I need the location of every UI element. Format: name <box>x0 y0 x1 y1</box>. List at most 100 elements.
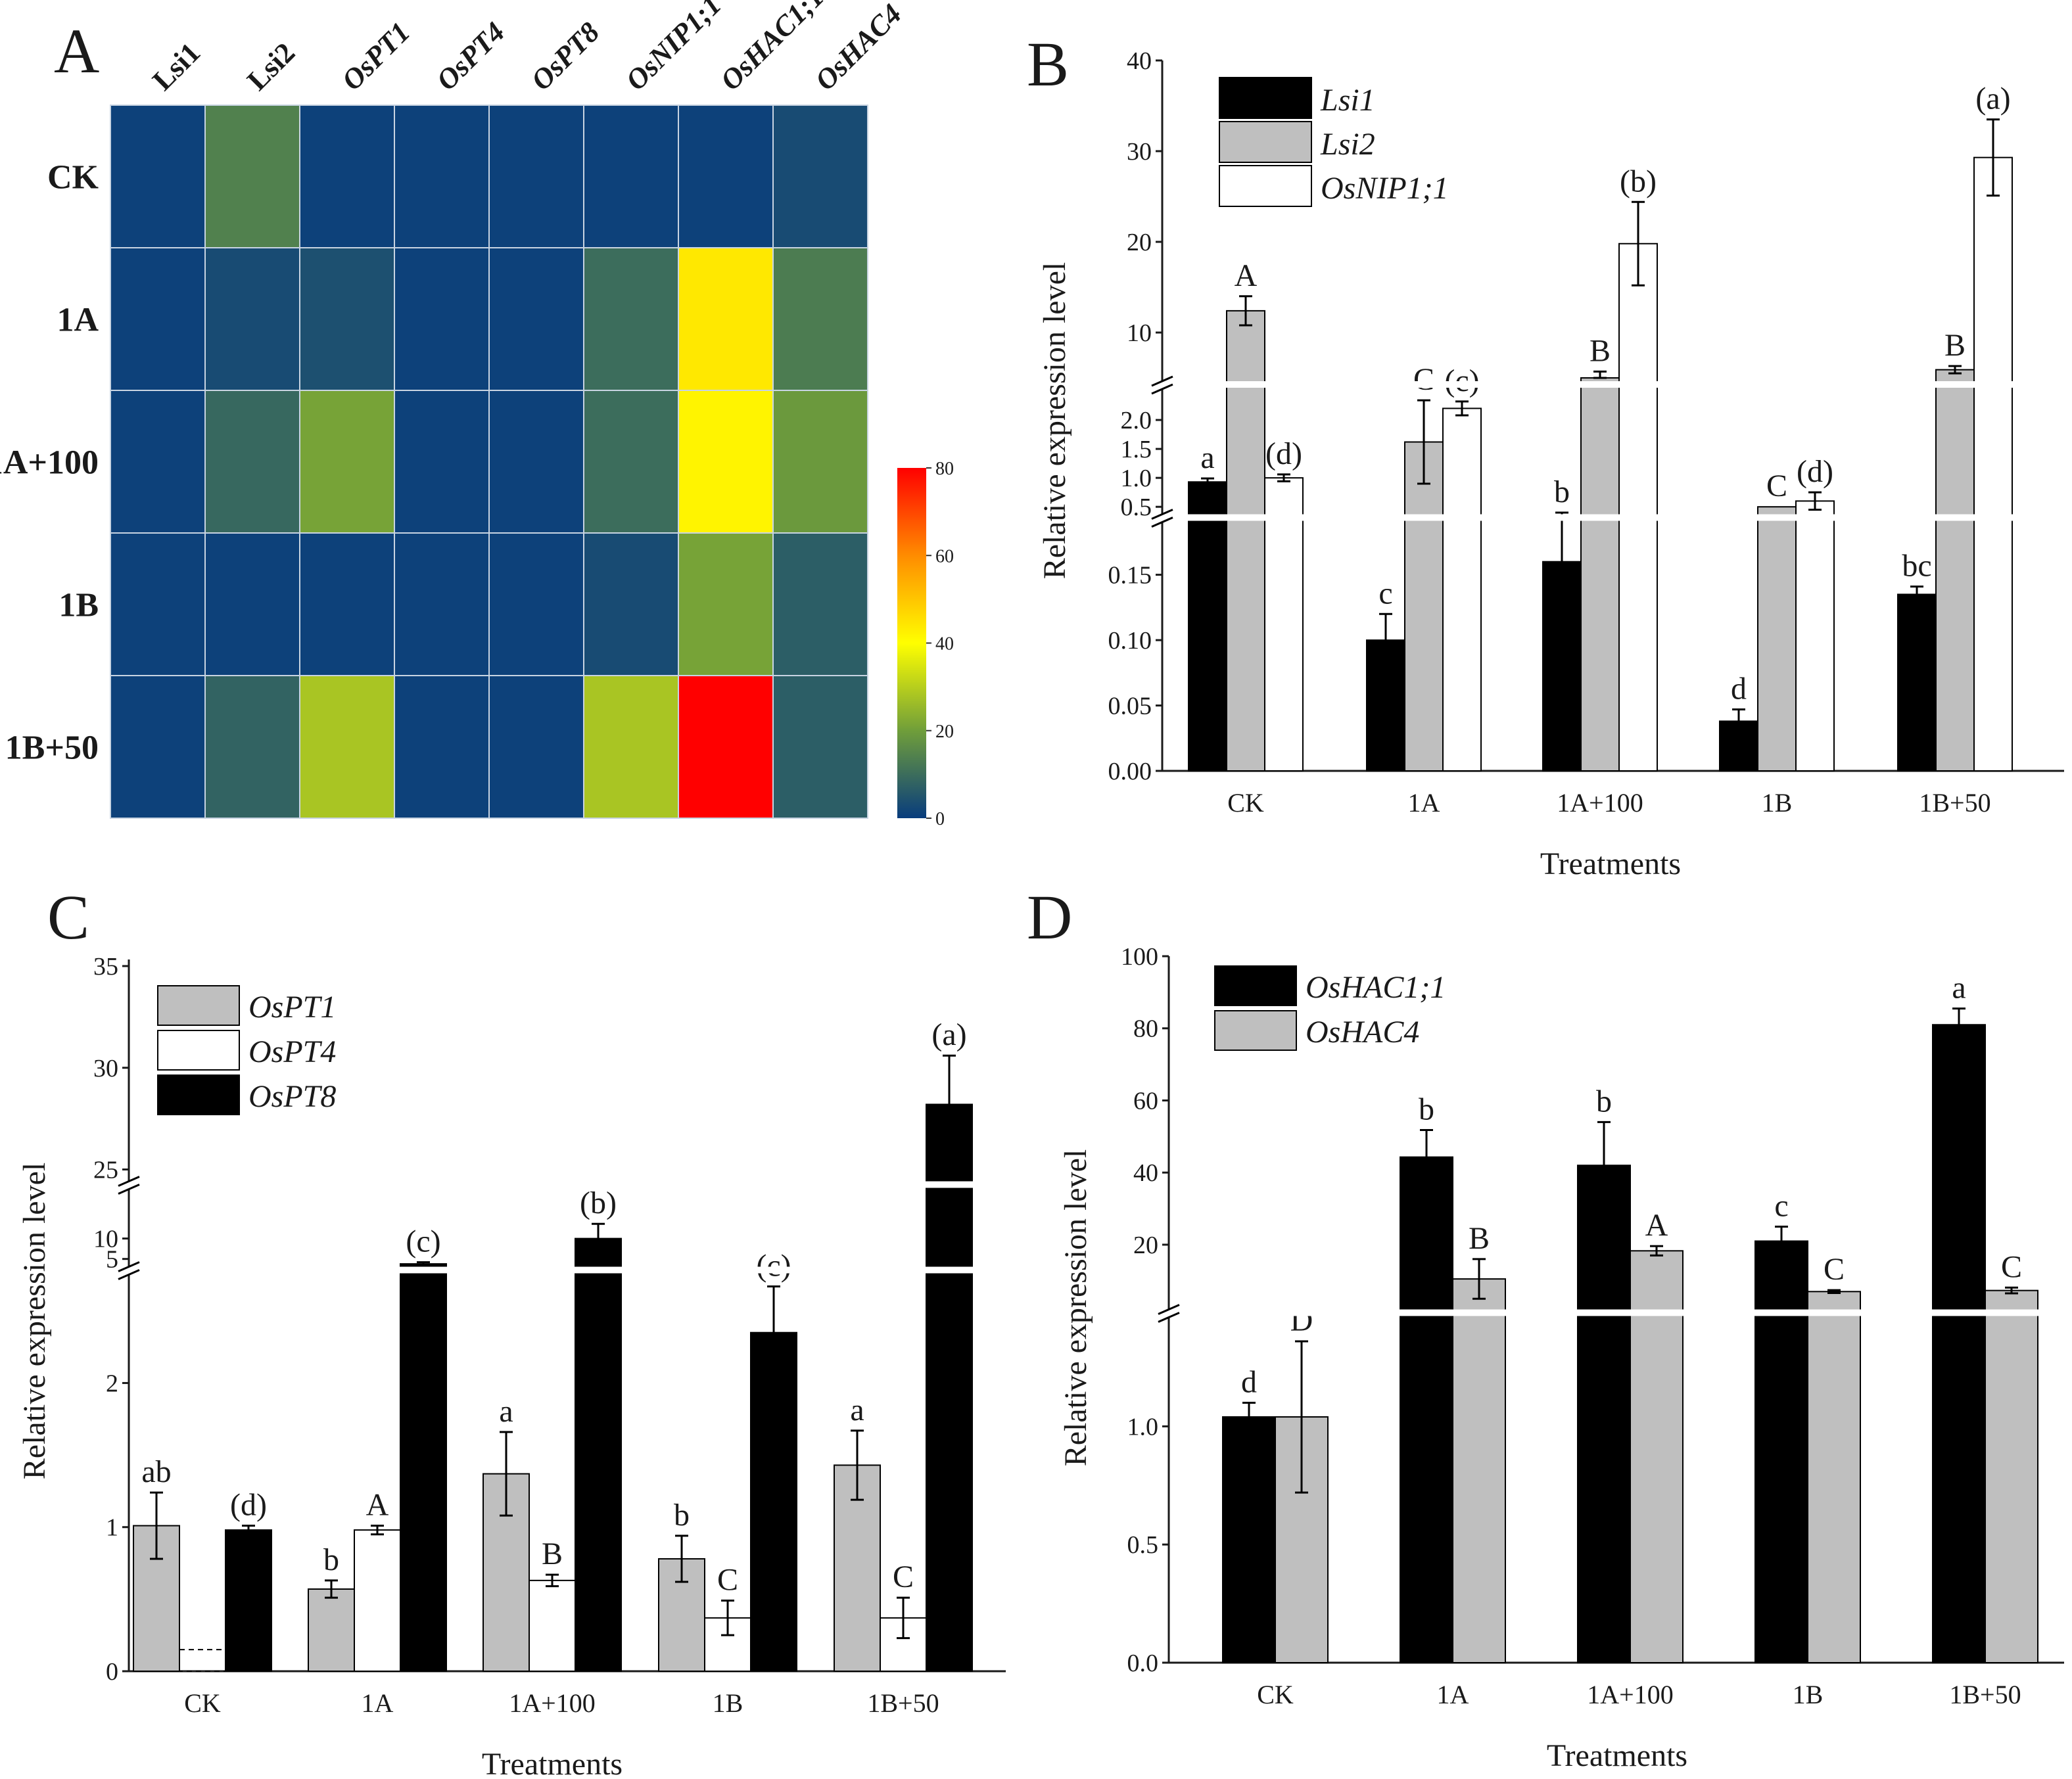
significance-label: c <box>1378 576 1392 611</box>
break-mark <box>1151 383 1173 395</box>
heatmap-cell-ck-ospt4 <box>394 104 490 248</box>
y-tick-label: 20 <box>1133 1232 1158 1259</box>
x-tick-label-1a: 1A <box>1408 788 1440 818</box>
break-band <box>1171 1309 2062 1316</box>
y-tick-label: 1.0 <box>1121 465 1152 492</box>
bars: a A (d) c C (c) b B (b) d C (d) bc B (a) <box>1188 81 2013 772</box>
significance-label: b <box>1419 1092 1434 1126</box>
significance-label: (a) <box>1975 81 2010 116</box>
y-tick-label: 2.0 <box>1121 407 1152 434</box>
break-band <box>131 1181 1004 1188</box>
significance-label: (d) <box>1265 436 1302 471</box>
legend-label-oshac1-1: OsHAC1;1 <box>1306 970 1446 1005</box>
heatmap-cell-1a-ospt4 <box>394 247 490 391</box>
y-axis-title: Relative expression level <box>17 1163 52 1480</box>
break-band <box>1164 381 2062 388</box>
bar-lsi2-1a-100 <box>1580 377 1620 772</box>
y-axis-title: Relative expression level <box>1037 262 1072 580</box>
legend-swatch-lsi1 <box>1219 77 1312 119</box>
bar-oshac1-1-1a <box>1400 1156 1453 1663</box>
bar-ospt4-1a-100 <box>529 1579 576 1672</box>
bar-lsi2-1b <box>1757 506 1797 772</box>
y-tick-label: 0 <box>106 1658 118 1686</box>
panel-a-heatmap: A Lsi1 Lsi2 OsPT1 OsPT4 OsPT8 OsNIP1;1OsHAC1;… <box>0 0 954 829</box>
heatmap-column-label: OsHAC1;1 <box>714 0 830 97</box>
y-tick-label: 30 <box>93 1055 118 1082</box>
heatmap-column-label: OsPT8 <box>525 16 605 97</box>
bar-ospt4-ck <box>179 1649 226 1673</box>
y-tick-label: 0.5 <box>1127 1531 1159 1559</box>
bar-osnip1-1-1b-50 <box>1973 156 2013 772</box>
colorbar-tick-label: 20 <box>935 722 954 742</box>
y-axis-title: Relative expression level <box>1058 1149 1093 1467</box>
significance-label: b <box>674 1498 690 1533</box>
heatmap-row-label: 1B <box>59 587 99 624</box>
bar-ospt8-1b <box>750 1331 797 1672</box>
bars: ab(d)bA(c)aB(b)bC(c)aC(a) <box>133 1017 973 1673</box>
heatmap-cell-1b-ospt8 <box>488 532 584 676</box>
significance-label: b <box>323 1542 339 1577</box>
heatmap-cell-ck-ospt1 <box>299 104 395 248</box>
y-tick-label: 0.15 <box>1108 562 1152 589</box>
heatmap-row-labels: CK 1A 1A+100 1B 1B+50 <box>0 159 99 767</box>
heatmap-row-label: 1B+50 <box>5 729 99 767</box>
y-tick-label: 60 <box>1133 1087 1158 1115</box>
axis-breaks <box>118 1176 1004 1280</box>
break-band <box>131 1266 1004 1274</box>
legend-swatch-ospt8 <box>157 1074 240 1115</box>
legend-swatch-oshac1-1 <box>1214 965 1297 1006</box>
bar-osnip1-1-1b <box>1795 500 1835 772</box>
x-tick-label-1a-100: 1A+100 <box>1587 1680 1673 1709</box>
legend-label-ospt8: OsPT8 <box>248 1079 336 1114</box>
heatmap-cell-1b-ospt1 <box>299 532 395 676</box>
colorbar-gradient <box>897 468 926 818</box>
legend-label-osnip1-1: OsNIP1;1 <box>1321 171 1449 206</box>
heatmap-cell-1b-lsi2 <box>204 532 300 676</box>
bar-ospt8-1a-100 <box>575 1237 622 1672</box>
x-tick-label-1b: 1B <box>1762 788 1793 818</box>
legend-swatch-lsi2 <box>1219 121 1312 163</box>
colorbar-tick-label: 40 <box>935 634 954 655</box>
heatmap-cell-1a-100-lsi2 <box>204 390 300 534</box>
significance-label: b <box>1554 474 1570 509</box>
x-tick-label-1a: 1A <box>1437 1680 1469 1709</box>
x-tick-label-1b: 1B <box>1793 1680 1824 1709</box>
heatmap-cell-1a-lsi1 <box>110 247 206 391</box>
y-tick-label: 25 <box>93 1157 118 1184</box>
heatmap-cell-1b-50-lsi1 <box>110 675 206 819</box>
y-tick-label: 30 <box>1127 138 1152 166</box>
significance-label: B <box>542 1536 563 1571</box>
significance-label: (c) <box>1444 363 1479 398</box>
heatmap-cell-1b-oshac4 <box>772 532 868 676</box>
bar-osnip1-1-1a-100 <box>1618 243 1658 772</box>
legend-swatch-ospt1 <box>157 985 240 1026</box>
break-mark <box>118 1176 140 1187</box>
significance-label: (c) <box>406 1224 440 1259</box>
heatmap-cell-ck-osnip1-1 <box>583 104 679 248</box>
significance-label: (c) <box>756 1249 791 1283</box>
heatmap-cell-1b-50-oshac4 <box>772 675 868 819</box>
heatmap-cell-1b-50-ospt8 <box>488 675 584 819</box>
significance-label: A <box>1235 258 1258 293</box>
y-tick-label: 0.00 <box>1108 758 1152 785</box>
panel-letter-c: C <box>47 882 89 952</box>
significance-label: C <box>2001 1249 2022 1284</box>
bar-oshac1-1-ck <box>1222 1416 1276 1663</box>
significance-label: (a) <box>931 1017 966 1052</box>
significance-label: A <box>1645 1208 1668 1243</box>
bar-oshac4-1b-50 <box>1985 1289 2038 1663</box>
legend: OsPT1 OsPT4 OsPT8 <box>157 985 336 1115</box>
significance-label: (d) <box>1797 454 1833 489</box>
legend-label-lsi1: Lsi1 <box>1320 83 1375 118</box>
heatmap-cell-1a-100-ospt1 <box>299 390 395 534</box>
significance-label: C <box>893 1560 914 1594</box>
break-mark <box>1158 1312 1180 1323</box>
y-tick-label: 2 <box>106 1370 118 1397</box>
bar-oshac1-1-1b-50 <box>1932 1024 1986 1664</box>
bar-lsi2-1b-50 <box>1935 369 1975 772</box>
significance-label: B <box>1944 328 1966 363</box>
heatmap-row-label: CK <box>47 159 99 196</box>
